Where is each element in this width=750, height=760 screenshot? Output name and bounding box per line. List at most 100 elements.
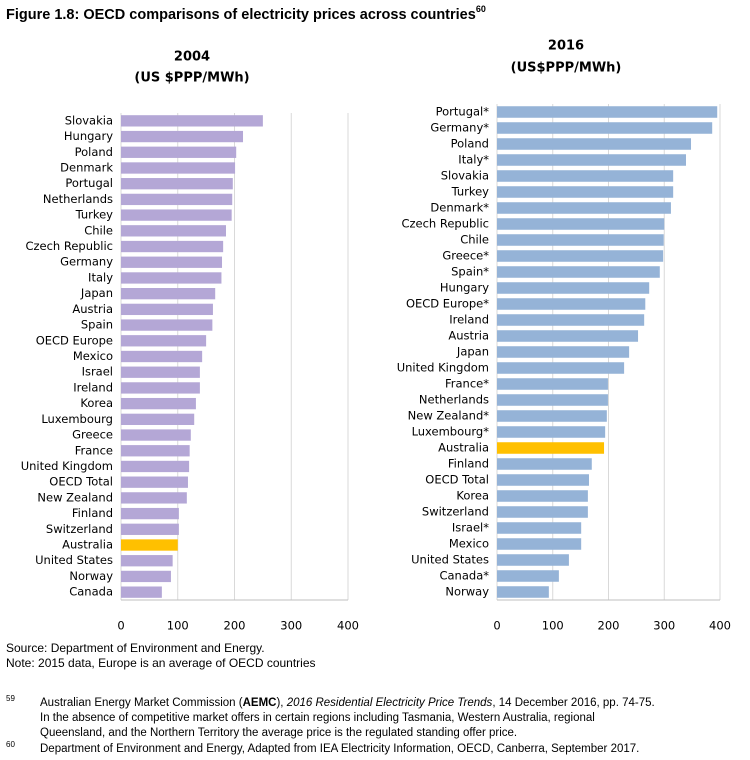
footnote-text: AEMC bbox=[243, 697, 277, 709]
bar bbox=[497, 218, 665, 230]
x-tick-label: 0 bbox=[493, 619, 500, 633]
bar bbox=[121, 193, 233, 206]
bar bbox=[121, 382, 200, 394]
x-tick-label: 400 bbox=[709, 619, 731, 633]
category-label: Poland bbox=[451, 137, 489, 151]
category-label: United Kingdom bbox=[21, 459, 113, 473]
category-label: OECD Total bbox=[49, 475, 113, 489]
bar bbox=[121, 256, 223, 268]
category-label: Chile bbox=[460, 233, 489, 247]
chart-subtitle: (US$PPP/MWh) bbox=[511, 61, 622, 76]
footnote-text: , 14 December 2016, pp. 74-75. bbox=[492, 697, 654, 709]
bar bbox=[497, 426, 606, 438]
category-label: Norway bbox=[69, 569, 113, 583]
bar bbox=[121, 115, 263, 127]
category-label: Austria bbox=[448, 329, 489, 343]
bar bbox=[497, 458, 592, 470]
bar bbox=[497, 506, 588, 518]
bar bbox=[121, 319, 213, 331]
bar bbox=[121, 288, 216, 300]
category-label: Israel bbox=[82, 365, 113, 379]
category-label: Ireland bbox=[449, 313, 489, 327]
category-label: OECD Total bbox=[425, 473, 489, 487]
bar bbox=[497, 122, 713, 134]
category-label: Mexico bbox=[73, 349, 113, 363]
bar bbox=[497, 106, 718, 118]
footnote-line: Queensland, and the Northern Territory t… bbox=[40, 727, 517, 739]
category-label: Spain bbox=[81, 318, 113, 332]
bar bbox=[121, 539, 178, 551]
category-label: Finland bbox=[72, 506, 113, 520]
category-label: Slovakia bbox=[65, 113, 113, 127]
category-label: Denmark bbox=[60, 160, 113, 174]
note: Note: 2015 data, Europe is an average of… bbox=[6, 656, 316, 670]
category-label: Switzerland bbox=[422, 505, 489, 519]
bar bbox=[497, 154, 686, 166]
bar bbox=[121, 586, 162, 598]
bar bbox=[497, 170, 674, 182]
category-label: Mexico bbox=[449, 537, 489, 551]
category-label: OECD Europe* bbox=[406, 297, 489, 311]
bar bbox=[121, 240, 224, 253]
chart-subtitle: (US $PPP/MWh) bbox=[134, 71, 249, 86]
bar bbox=[121, 429, 191, 441]
category-label: Slovakia bbox=[441, 169, 489, 183]
figure-title: Figure 1.8: OECD comparisons of electric… bbox=[6, 4, 486, 22]
bar bbox=[497, 202, 671, 214]
category-label: United States bbox=[35, 553, 113, 567]
bar bbox=[497, 586, 549, 598]
footnote-text: 2016 Residential Electricity Price Trend… bbox=[286, 697, 493, 709]
bar bbox=[497, 490, 588, 502]
bar bbox=[497, 362, 625, 374]
footnote-line: Department of Environment and Energy, Ad… bbox=[40, 743, 639, 755]
bar bbox=[497, 410, 607, 422]
category-label: Italy bbox=[88, 270, 113, 284]
category-label: OECD Europe bbox=[36, 333, 113, 347]
bar bbox=[121, 570, 171, 583]
footnote-line: Australian Energy Market Commission (AEM… bbox=[40, 697, 655, 709]
bar bbox=[121, 492, 187, 504]
bar bbox=[497, 250, 664, 262]
bar bbox=[497, 186, 674, 198]
category-label: Chile bbox=[84, 223, 113, 237]
x-tick-label: 300 bbox=[280, 619, 302, 633]
bar bbox=[497, 346, 630, 358]
category-label: Greece bbox=[72, 428, 113, 442]
bar bbox=[121, 555, 173, 567]
bar bbox=[121, 413, 195, 425]
bar bbox=[121, 476, 188, 488]
category-label: Denmark* bbox=[430, 201, 489, 215]
category-label: Czech Republic bbox=[401, 217, 489, 231]
category-label: Finland bbox=[448, 457, 489, 471]
category-label: Spain* bbox=[451, 265, 489, 279]
x-tick-label: 100 bbox=[167, 619, 189, 633]
bar bbox=[497, 474, 589, 486]
bar bbox=[497, 282, 650, 294]
category-label: Greece* bbox=[442, 249, 489, 263]
bar bbox=[121, 225, 226, 237]
x-tick-label: 200 bbox=[598, 619, 620, 633]
category-label: France bbox=[75, 443, 113, 457]
figure-title-text: Figure 1.8: OECD comparisons of electric… bbox=[6, 7, 476, 23]
chart-title: 2016 bbox=[548, 39, 584, 54]
bar bbox=[121, 162, 236, 174]
bar bbox=[497, 554, 569, 566]
category-label: United Kingdom bbox=[397, 361, 489, 375]
category-label: Poland bbox=[75, 145, 113, 159]
category-label: Italy* bbox=[458, 153, 489, 167]
bar bbox=[497, 522, 582, 534]
footnote-text: Australian Energy Market Commission ( bbox=[40, 697, 243, 709]
figure-superscript: 60 bbox=[476, 4, 486, 14]
bar bbox=[121, 146, 237, 158]
category-label: New Zealand* bbox=[408, 409, 490, 423]
bar bbox=[121, 366, 200, 378]
footnote-marker: 60 bbox=[6, 740, 15, 749]
category-label: Portugal bbox=[65, 176, 113, 190]
bar bbox=[497, 314, 645, 326]
category-label: Luxembourg bbox=[41, 412, 113, 426]
category-label: Japan bbox=[456, 345, 489, 359]
category-label: Austria bbox=[72, 302, 113, 316]
category-label: Hungary bbox=[440, 281, 489, 295]
x-tick-label: 0 bbox=[117, 619, 124, 633]
